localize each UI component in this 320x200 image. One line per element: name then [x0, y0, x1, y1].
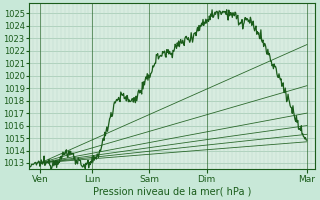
X-axis label: Pression niveau de la mer( hPa ): Pression niveau de la mer( hPa ): [93, 187, 251, 197]
